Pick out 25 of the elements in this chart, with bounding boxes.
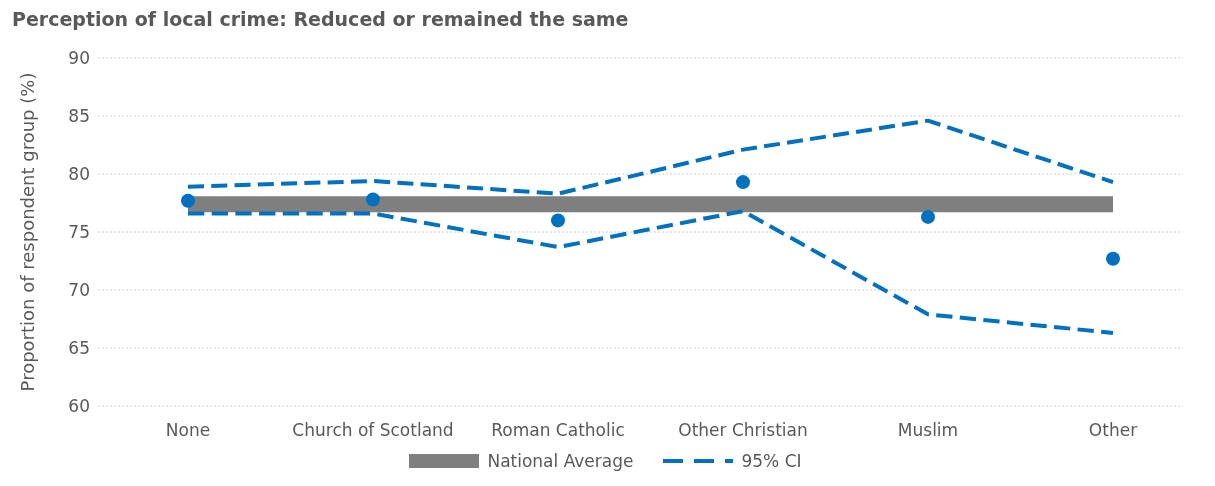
line-series (186, 118, 1115, 196)
y-tick-label: 90 (68, 48, 90, 69)
y-tick-label: 60 (68, 396, 90, 417)
chart-title: Perception of local crime: Reduced or remained the same (12, 8, 630, 32)
y-tick-label: 70 (68, 280, 90, 301)
point (366, 192, 380, 207)
point (181, 193, 195, 208)
x-tick-label: Roman Catholic (491, 420, 625, 441)
point (736, 175, 750, 190)
x-tick-label: Church of Scotland (292, 420, 454, 441)
line-series (186, 209, 1115, 335)
point (551, 213, 565, 228)
x-tick-label: Other (1088, 420, 1138, 441)
y-tick-label: 80 (68, 164, 90, 185)
x-tick-label: Other Christian (678, 420, 808, 441)
x-tick-label: None (165, 420, 211, 441)
point (921, 209, 935, 224)
y-tick-label: 75 (68, 222, 90, 243)
y-axis-title: Proportion of respondent group (%) (17, 72, 39, 392)
x-tick-label: Muslim (897, 420, 959, 441)
legend-label: 95% CI (741, 451, 802, 471)
legend-label: National Average (487, 451, 634, 471)
point (1106, 251, 1120, 266)
y-tick-label: 65 (68, 338, 90, 359)
y-tick-label: 85 (68, 106, 90, 127)
